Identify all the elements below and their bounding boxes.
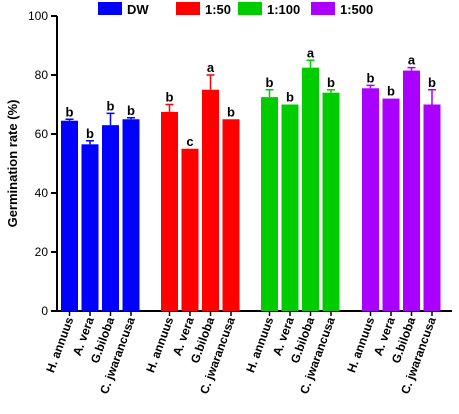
x-tick-label: H. annuus	[344, 315, 377, 375]
significance-letter: b	[387, 84, 395, 99]
bar-1:100-H. annuus	[261, 97, 278, 311]
bar-DW-C. jwarancusa	[122, 119, 140, 311]
bar-1:50-C. jwarancusa	[222, 119, 240, 311]
significance-letter: a	[408, 53, 416, 68]
x-tick-label: H. annuus	[143, 315, 176, 375]
significance-letter: b	[227, 104, 235, 119]
y-tick-label: 60	[35, 127, 49, 141]
significance-letter: b	[86, 126, 94, 141]
bar-1:100-A. vera	[281, 104, 299, 311]
legend-label-1:500: 1:500	[340, 2, 373, 17]
legend-swatch-1:100	[238, 2, 262, 15]
significance-letter: b	[428, 75, 436, 90]
bar-1:500-H. annuus	[362, 88, 379, 312]
significance-letter: b	[367, 70, 375, 85]
bar-DW-A. vera	[81, 144, 99, 311]
x-tick-label: H. annuus	[243, 315, 276, 375]
legend-label-1:50: 1:50	[205, 2, 231, 17]
significance-letter: b	[107, 98, 115, 113]
significance-letter: b	[127, 103, 135, 118]
significance-letter: b	[266, 75, 274, 90]
legend-label-DW: DW	[127, 2, 149, 17]
bar-1:100-G.biloba	[302, 67, 319, 311]
x-tick-label: H. annuus	[43, 315, 76, 375]
significance-letter: b	[286, 90, 294, 105]
y-tick-label: 80	[35, 68, 49, 82]
y-tick-label: 40	[35, 186, 49, 200]
y-tick-label: 100	[28, 9, 48, 23]
significance-letter: c	[186, 134, 193, 149]
y-tick-label: 20	[35, 245, 49, 259]
legend-label-1:100: 1:100	[267, 2, 300, 17]
significance-letter: a	[207, 60, 215, 75]
legend-swatch-1:50	[176, 2, 200, 15]
legend-swatch-1:500	[311, 2, 335, 15]
significance-letter: b	[166, 90, 174, 105]
bar-1:50-H. annuus	[161, 111, 178, 311]
bar-1:500-C. jwarancusa	[423, 104, 441, 311]
bar-1:50-G.biloba	[202, 89, 219, 311]
bar-1:50-A. vera	[181, 148, 199, 311]
y-axis-label: Germination rate (%)	[5, 100, 20, 228]
significance-letter: b	[66, 104, 74, 119]
bar-DW-G.biloba	[102, 125, 119, 312]
legend: DW 1:50 1:100 1:500	[98, 2, 373, 17]
bar-DW-H. annuus	[61, 120, 78, 311]
bar-1:100-C. jwarancusa	[322, 92, 340, 311]
legend-swatch-DW	[98, 2, 122, 15]
significance-letter: b	[327, 75, 335, 90]
bar-1:500-A. vera	[382, 98, 400, 311]
y-tick-label: 0	[41, 304, 48, 318]
significance-letter: a	[307, 45, 315, 60]
bar-1:500-G.biloba	[403, 70, 420, 311]
